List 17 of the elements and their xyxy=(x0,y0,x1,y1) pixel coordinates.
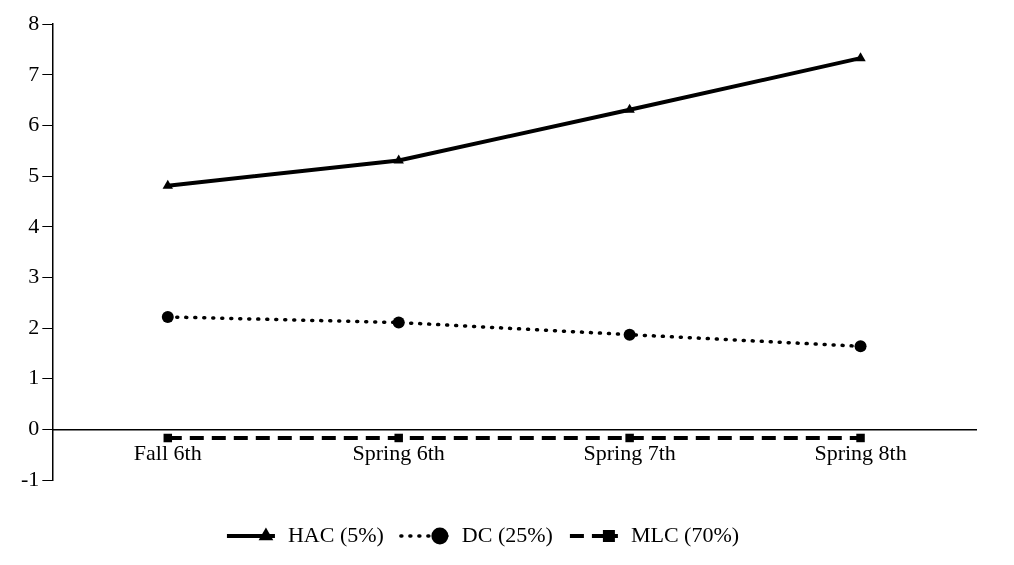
y-tick-label: 7 xyxy=(28,60,40,86)
legend-label: HAC (5%) xyxy=(287,521,384,547)
x-tick-label: Spring 7th xyxy=(583,440,676,466)
y-tick-label: 5 xyxy=(28,161,40,187)
x-tick-label: Spring 8th xyxy=(814,440,907,466)
y-tick-label: 4 xyxy=(28,212,40,238)
y-tick-label: 1 xyxy=(28,364,40,390)
y-tick-label: 8 xyxy=(28,9,40,35)
y-tick-label: 3 xyxy=(28,263,40,289)
x-tick-label: Spring 6th xyxy=(352,440,445,466)
y-tick-label: 2 xyxy=(28,313,40,339)
legend-label: MLC (70%) xyxy=(630,521,740,547)
y-tick-label: 0 xyxy=(28,415,40,441)
x-tick-label: Fall 6th xyxy=(133,440,202,466)
y-tick-label: -1 xyxy=(21,465,40,491)
y-tick-label: 6 xyxy=(28,111,40,137)
legend-label: DC (25%) xyxy=(461,521,553,547)
